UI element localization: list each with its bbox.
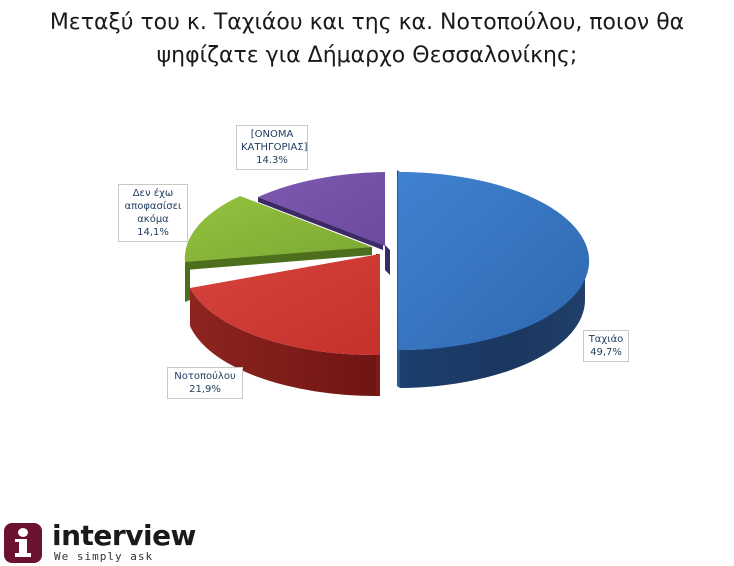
info-icon [4, 523, 42, 563]
label-undecided-name-3: ακόμα [137, 214, 169, 225]
label-notopoulou-value: 21,9% [189, 384, 221, 395]
chart-title: Μεταξύ του κ. Ταχιάου και της κα. Νοτοπο… [0, 6, 734, 72]
label-undecided-name-1: Δεν έχω [132, 188, 174, 199]
label-tachiaos-value: 49,7% [590, 347, 622, 358]
logo-wordmark: interview [52, 519, 196, 552]
logo-tagline: We simply ask [54, 550, 154, 563]
slice-undecided [184, 196, 372, 302]
label-undecided-value: 14,1% [137, 227, 169, 238]
slice-other [258, 172, 390, 275]
interview-logo: interview We simply ask [4, 519, 204, 565]
label-other: [ΟΝΟΜΑ ΚΑΤΗΓΟΡΙΑΣ] 14.3% [236, 125, 308, 170]
slice-notopoulou [190, 254, 380, 397]
label-other-name-1: [ΟΝΟΜΑ [250, 129, 294, 140]
chart-title-line-2: ψηφίζατε για Δήμαρχο Θεσσαλονίκης; [156, 43, 578, 68]
label-other-value: 14.3% [256, 155, 288, 166]
label-notopoulou: Νοτοπούλου 21,9% [167, 367, 243, 399]
label-notopoulou-name: Νοτοπούλου [174, 371, 236, 382]
label-tachiaos-name: Ταχιάο [588, 334, 624, 345]
label-tachiaos: Ταχιάο 49,7% [583, 330, 629, 362]
label-undecided-name-2: αποφασίσει [124, 201, 182, 212]
label-other-name-2: ΚΑΤΗΓΟΡΙΑΣ] [241, 142, 308, 153]
label-undecided: Δεν έχω αποφασίσει ακόμα 14,1% [118, 184, 188, 242]
chart-title-line-1: Μεταξύ του κ. Ταχιάου και της κα. Νοτοπο… [49, 10, 685, 35]
slice-tachiaos [397, 170, 590, 388]
